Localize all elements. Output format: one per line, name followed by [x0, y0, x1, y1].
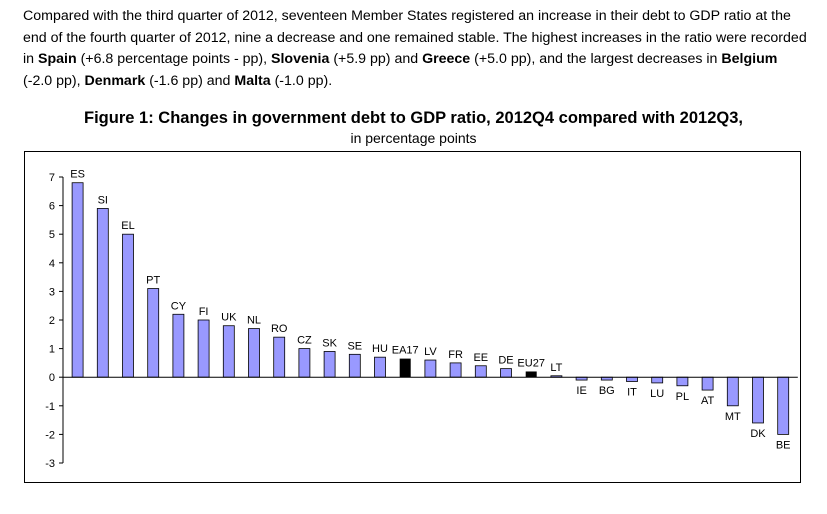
bar-de — [500, 368, 512, 378]
category-label-ie: IE — [576, 385, 586, 397]
intro-text: (+5.9 pp) and — [329, 51, 423, 67]
y-tick-label: 2 — [49, 315, 55, 327]
category-label-sk: SK — [322, 337, 337, 349]
bar-fi — [197, 319, 210, 378]
intro-text: Compared with the third quarter of 2012,… — [23, 8, 807, 67]
bar-ro — [273, 336, 286, 378]
bar-uk — [222, 325, 235, 378]
category-label-si: SI — [98, 194, 108, 206]
figure-subtitle: in percentage points — [350, 130, 477, 146]
category-label-el: EL — [121, 220, 134, 232]
bar-hu — [374, 356, 386, 378]
category-label-cy: CY — [171, 300, 187, 312]
intro-text: (+5.0 pp), and the largest decreases in — [470, 51, 722, 67]
y-tick-label: 4 — [49, 258, 55, 270]
category-label-hu: HU — [372, 343, 388, 355]
category-label-es: ES — [70, 169, 85, 181]
category-label-ro: RO — [271, 323, 288, 335]
category-label-be: BE — [776, 439, 791, 451]
category-label-se: SE — [347, 340, 362, 352]
chart-frame — [24, 151, 801, 483]
category-label-mt: MT — [725, 411, 741, 423]
bar-sk — [323, 351, 336, 378]
y-tick-label: 1 — [49, 344, 55, 356]
intro-bold-belgium: Belgium — [721, 51, 778, 67]
category-label-cz: CZ — [297, 335, 312, 347]
category-label-eu27: EU27 — [517, 357, 545, 369]
y-tick-label: 3 — [49, 286, 55, 298]
bar-cz — [298, 348, 311, 378]
intro-bold-malta: Malta — [234, 72, 271, 89]
category-label-dk: DK — [750, 428, 766, 440]
bar-ea17 — [399, 358, 411, 378]
y-tick-label: -3 — [45, 458, 55, 470]
category-label-ee: EE — [473, 352, 488, 364]
bar-lv — [424, 359, 437, 378]
category-label-bg: BG — [599, 385, 615, 397]
intro-text: (-2.0 pp), — [23, 72, 85, 89]
bar-es — [71, 182, 84, 378]
category-label-at: AT — [701, 395, 715, 407]
bar-pt — [147, 288, 160, 378]
intro-text: (-1.0 pp). — [270, 72, 333, 89]
y-tick-label: -1 — [45, 401, 55, 413]
bar-fr — [449, 362, 462, 378]
figure-title: Figure 1: Changes in government debt to … — [84, 109, 743, 127]
bar-cy — [172, 313, 185, 378]
bar-el — [122, 233, 134, 378]
intro-bold-greece: Greece — [422, 51, 471, 67]
category-label-pt: PT — [146, 275, 160, 287]
intro-text: (+6.8 percentage points - pp), — [76, 51, 272, 67]
category-label-fr: FR — [448, 349, 463, 361]
bar-it — [626, 376, 638, 382]
y-tick-label: 6 — [49, 201, 55, 213]
category-label-it: IT — [627, 386, 637, 398]
category-label-uk: UK — [221, 312, 237, 324]
bar-si — [96, 208, 109, 378]
y-tick-label: 0 — [49, 372, 55, 384]
y-tick-label: 5 — [49, 229, 55, 241]
category-label-lu: LU — [650, 388, 664, 400]
category-label-ea17: EA17 — [392, 345, 419, 357]
y-tick-label: -2 — [45, 429, 55, 441]
category-label-pl: PL — [676, 391, 689, 403]
intro-bold-slovenia: Slovenia — [271, 51, 330, 67]
intro-bold-spain: Spain — [37, 51, 77, 67]
intro-paragraph: Compared with the third quarter of 2012,… — [23, 6, 808, 92]
bar-mt — [726, 376, 739, 407]
bar-lu — [651, 376, 664, 384]
category-label-lv: LV — [424, 346, 437, 358]
intro-text: (-1.6 pp) and — [145, 72, 235, 89]
category-label-fi: FI — [199, 306, 209, 318]
bar-pl — [676, 376, 689, 387]
category-label-de: DE — [498, 355, 513, 367]
y-tick-label: 7 — [49, 172, 55, 184]
bar-dk — [752, 376, 764, 424]
bar-at — [701, 376, 714, 391]
intro-bold-denmark: Denmark — [84, 72, 146, 89]
bar-be — [777, 376, 790, 435]
bar-ee — [474, 365, 487, 378]
category-label-lt: LT — [550, 362, 562, 374]
bar-eu27 — [525, 371, 537, 378]
bar-se — [348, 353, 361, 378]
category-label-nl: NL — [247, 315, 261, 327]
bar-nl — [248, 328, 260, 378]
